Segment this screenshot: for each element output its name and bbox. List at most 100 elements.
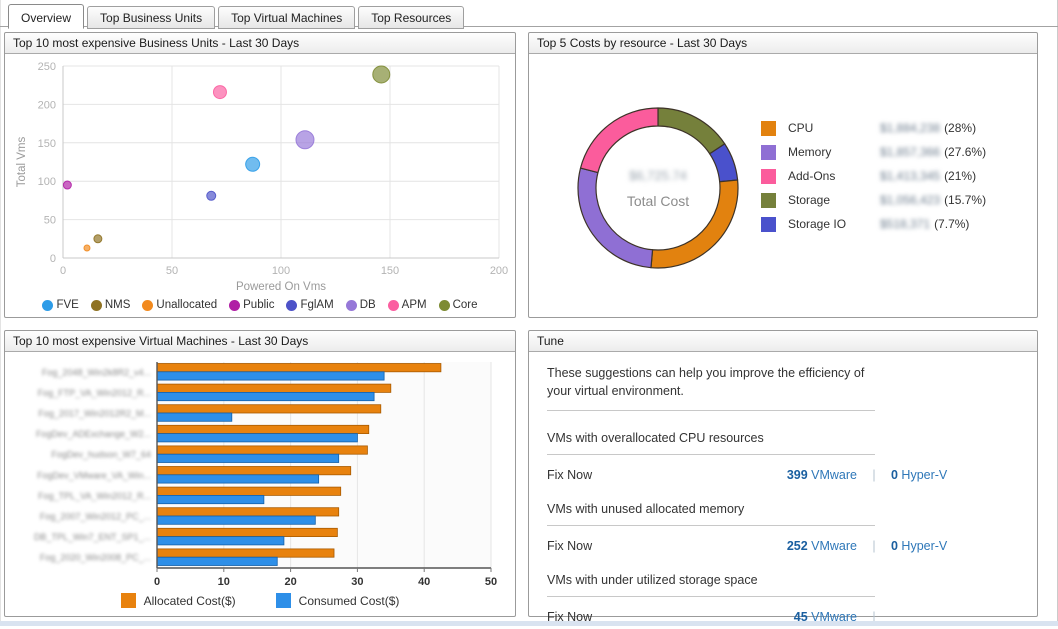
bar-allocated-row-9[interactable]: [156, 548, 335, 558]
panel-virtual-machines: Top 10 most expensive Virtual Machines -…: [4, 330, 516, 617]
hyperv-count-link[interactable]: 0 Hyper-V: [891, 468, 1041, 482]
tabstrip-divider: [0, 26, 1058, 27]
legend-label: DB: [359, 299, 376, 311]
bar-chart-legend: Allocated Cost($) Consumed Cost($): [5, 593, 515, 608]
vm-name-redacted: FogDev_VMware_VA_Win...: [37, 470, 151, 480]
legend-label: Allocated Cost($): [143, 593, 236, 608]
legend-label: FVE: [56, 299, 79, 311]
bar-consumed-row-8[interactable]: [156, 536, 285, 546]
vm-name-redacted: Fog_TPL_VA_Win2012_R...: [38, 491, 151, 501]
panel-costs-by-resource: Top 5 Costs by resource - Last 30 Days $…: [528, 32, 1038, 318]
bubble-chart: 0 50 100 150 200 250 0 50 100 150 200 Powered On Vm…: [16, 61, 508, 293]
vm-name-redacted: Fog_2007_Win2012_PC_...: [40, 512, 151, 522]
legend-swatch: [761, 192, 776, 208]
tab-top-virtual-machines[interactable]: Top Virtual Machines: [218, 6, 356, 29]
legend-item-memory: Memory $1,857,366 (27.6%): [761, 140, 986, 164]
bar-allocated-row-5[interactable]: [156, 466, 352, 476]
legend-label: NMS: [104, 299, 131, 311]
svg-text:10: 10: [218, 576, 230, 588]
legend-item-cpu: CPU $1,884,238 (28%): [761, 116, 986, 140]
legend-swatch: [761, 216, 776, 232]
bar-allocated-row-0[interactable]: [156, 363, 442, 373]
tune-section-title: VMs with overallocated CPU resources: [547, 431, 764, 445]
bar-consumed-row-1[interactable]: [156, 392, 375, 402]
svg-text:50: 50: [485, 576, 497, 588]
vmware-count-link[interactable]: 252 VMware: [675, 539, 857, 553]
hyperv-count-link[interactable]: 0 Hyper-V: [891, 539, 1041, 553]
tune-section-row: Fix Now 399 VMware | 0 Hyper-V: [547, 468, 1055, 482]
bar-allocated-row-3[interactable]: [156, 424, 370, 435]
vmware-count: 399: [786, 468, 808, 482]
panel-tune: Tune These suggestions can help you impr…: [528, 330, 1038, 624]
fix-now-button[interactable]: Fix Now: [547, 539, 593, 553]
vmware-label: VMware: [807, 539, 857, 553]
bar-consumed-row-2[interactable]: [156, 412, 233, 422]
tab-top-resources[interactable]: Top Resources: [358, 6, 465, 29]
bubble-apm[interactable]: [212, 85, 227, 100]
divider: [547, 454, 875, 455]
bar-allocated-row-6[interactable]: [156, 486, 342, 496]
bubble-fglam[interactable]: [206, 190, 217, 201]
x-axis-label: Powered On Vms: [236, 281, 326, 293]
vmware-count: 252: [786, 539, 808, 553]
divider: |: [872, 468, 876, 482]
legend-item-db: DB: [345, 299, 376, 311]
vmware-count-link[interactable]: 45 VMware: [675, 610, 857, 624]
svg-text:150: 150: [38, 138, 56, 150]
bubble-nms[interactable]: [93, 234, 103, 244]
legend-value-redacted: $1,056,423: [880, 193, 941, 207]
hyperv-count: 0: [891, 539, 898, 553]
fix-now-button[interactable]: Fix Now: [547, 610, 593, 624]
legend-dot: [142, 299, 154, 311]
bar-consumed-row-4[interactable]: [156, 453, 340, 463]
legend-percent: (7.7%): [934, 217, 970, 231]
donut-slice-memory[interactable]: [577, 167, 654, 269]
window-bottom-edge: [0, 621, 1058, 626]
vm-name-redacted: Fog_FTP_VA_Win2012_R...: [38, 388, 151, 398]
tune-section-title: VMs with under utilized storage space: [547, 573, 758, 587]
bubble-unallocated[interactable]: [83, 244, 91, 252]
legend-label: Storage: [788, 193, 831, 207]
bar-consumed-row-5[interactable]: [156, 474, 320, 484]
bar-allocated-row-1[interactable]: [156, 383, 392, 393]
tab-top-business-units[interactable]: Top Business Units: [87, 6, 216, 29]
legend-swatch: [761, 168, 776, 184]
legend-swatch: [761, 120, 776, 136]
panel-title-costs: Top 5 Costs by resource - Last 30 Days: [529, 33, 1037, 54]
donut-slice-storage[interactable]: [657, 107, 726, 155]
bubble-public[interactable]: [62, 180, 72, 190]
svg-text:0: 0: [60, 265, 66, 277]
bar-allocated-row-4[interactable]: [156, 445, 368, 455]
legend-dot: [387, 299, 399, 311]
bar-allocated-row-2[interactable]: [156, 404, 382, 414]
svg-text:50: 50: [44, 215, 56, 227]
svg-text:100: 100: [38, 176, 56, 188]
legend-label: Consumed Cost($): [298, 593, 400, 608]
tab-overview[interactable]: Overview: [8, 4, 85, 29]
bar-allocated-row-7[interactable]: [156, 507, 340, 517]
tune-section-0: VMs with overallocated CPU resources Fix …: [547, 431, 1055, 482]
vmware-count-link[interactable]: 399 VMware: [675, 468, 857, 482]
tune-section-1: VMs with unused allocated memory Fix Now 2…: [547, 502, 1055, 553]
legend-label: APM: [401, 299, 427, 311]
legend-label: Memory: [788, 145, 832, 159]
legend-item-apm: APM: [387, 299, 427, 311]
bar-consumed-row-3[interactable]: [156, 433, 358, 443]
bar-consumed-row-6[interactable]: [156, 494, 265, 505]
bubble-fve[interactable]: [245, 156, 261, 172]
bar-consumed-row-7[interactable]: [156, 515, 316, 525]
svg-text:200: 200: [490, 265, 508, 277]
donut-total-value: $6,725.74: [629, 168, 687, 183]
legend-swatch: [761, 144, 776, 160]
donut-slice-add-ons[interactable]: [579, 107, 659, 174]
bar-allocated-row-8[interactable]: [156, 527, 338, 538]
vmware-label: VMware: [807, 610, 857, 624]
bubble-db[interactable]: [295, 130, 315, 150]
bubble-core[interactable]: [372, 65, 391, 84]
legend-item-public: Public: [229, 299, 274, 311]
fix-now-button[interactable]: Fix Now: [547, 468, 593, 482]
bar-consumed-row-0[interactable]: [156, 371, 385, 381]
bar-consumed-row-9[interactable]: [156, 556, 278, 566]
vm-name-redacted: Fog_2020_Win2008_PC_...: [40, 553, 151, 563]
legend-swatch: [275, 593, 291, 608]
